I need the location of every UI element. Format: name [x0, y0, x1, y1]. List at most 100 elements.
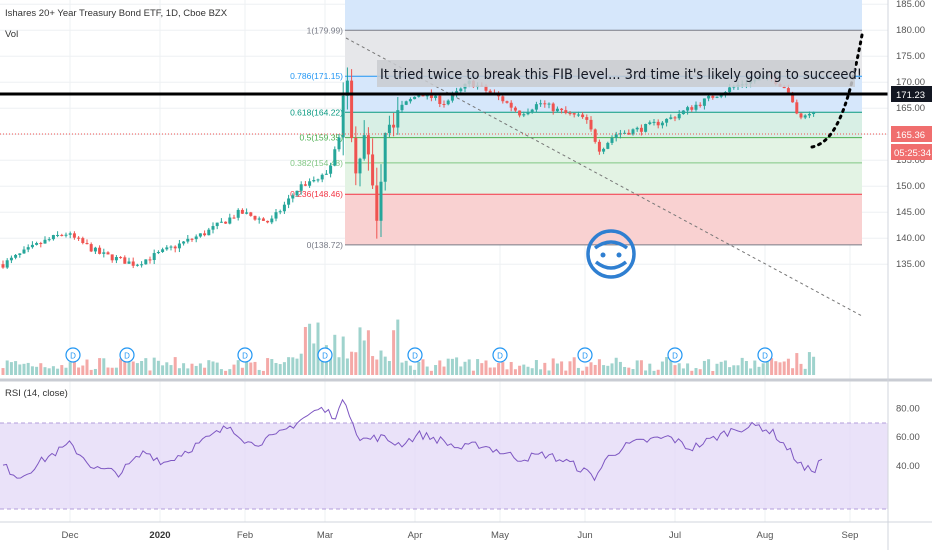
candle-body — [593, 129, 597, 142]
candle-body — [140, 264, 144, 266]
volume-bar — [207, 360, 211, 375]
candle-body — [652, 121, 656, 123]
volume-label[interactable]: Vol — [5, 29, 18, 40]
candle-body — [148, 259, 152, 261]
fib-level-label: 0.5(159.35) — [300, 133, 344, 143]
volume-bar — [51, 366, 55, 375]
volume-bar — [316, 322, 320, 375]
candle-body — [278, 211, 282, 213]
volume-bar — [740, 357, 744, 375]
candle-body — [572, 113, 576, 115]
volume-bar — [60, 365, 64, 375]
volume-bar — [245, 358, 249, 375]
rsi-label[interactable]: RSI (14, close) — [5, 388, 68, 399]
volume-bar — [295, 358, 299, 375]
volume-bar — [589, 362, 593, 375]
volume-bar — [442, 366, 446, 375]
volume-bar — [110, 367, 114, 375]
candle-body — [198, 233, 202, 237]
volume-bar — [723, 360, 727, 375]
volume-bar — [459, 366, 463, 375]
volume-bar — [660, 361, 664, 375]
volume-bar — [203, 367, 207, 375]
candle-body — [690, 107, 694, 110]
volume-bar — [623, 366, 627, 375]
candle-body — [161, 249, 165, 252]
candle-body — [669, 117, 673, 119]
candle-body — [232, 217, 236, 219]
candle-body — [60, 234, 64, 236]
volume-bar — [526, 366, 530, 375]
rsi-axis[interactable]: 40.00 60.00 80.00 — [896, 404, 920, 472]
volume-bar — [707, 359, 711, 375]
volume-bar — [68, 362, 72, 375]
time-tick-label: Jun — [577, 530, 592, 541]
volume-bar — [98, 358, 102, 375]
volume-bar — [261, 370, 265, 375]
candle-body — [555, 108, 559, 112]
candle-body — [362, 135, 366, 159]
candle-body — [644, 123, 648, 132]
time-axis[interactable]: Dec 2020 Feb Mar Apr May Jun Jul Aug Sep — [62, 530, 859, 541]
candle-body — [686, 107, 690, 111]
candle-body — [215, 222, 219, 227]
candle-body — [350, 80, 354, 138]
fib-zone-red — [345, 194, 862, 245]
volume-bar — [18, 364, 22, 375]
candle-body — [303, 184, 307, 186]
price-tick-label: 185.00 — [896, 0, 925, 10]
dividend-marker-label: D — [322, 352, 328, 361]
volume-bar — [568, 361, 572, 375]
volume-bar — [362, 340, 366, 375]
volume-bar — [551, 358, 555, 375]
volume-bar — [602, 365, 606, 375]
dividend-marker-label: D — [497, 352, 503, 361]
candle-body — [707, 95, 711, 99]
candle-body — [623, 132, 627, 134]
countdown-tag — [891, 144, 932, 160]
volume-bar — [786, 358, 790, 375]
candle-body — [429, 93, 433, 99]
candle-body — [450, 94, 454, 101]
volume-bar — [165, 362, 169, 375]
volume-bar — [492, 367, 496, 375]
annotation-text: It tried twice to break this FIB level..… — [380, 67, 862, 83]
volume-bar — [547, 370, 551, 375]
volume-bar — [30, 366, 34, 375]
volume-bar — [560, 361, 564, 375]
price-tick-label: 180.00 — [896, 25, 925, 36]
annotation-box[interactable] — [377, 60, 855, 87]
smiley-icon[interactable] — [586, 229, 636, 279]
volume-bar — [711, 370, 715, 375]
candle-body — [110, 254, 114, 261]
candle-body — [333, 149, 337, 166]
price-tick-label: 155.00 — [896, 155, 925, 166]
candle-body — [211, 226, 215, 230]
candle-body — [102, 252, 106, 254]
candle-body — [22, 249, 26, 254]
volume-bar — [320, 357, 324, 375]
volume-bar — [665, 357, 669, 375]
fib-level-label: 0(138.72) — [307, 240, 344, 250]
candle-body — [807, 113, 811, 116]
volume-bar — [530, 368, 534, 375]
volume-bar — [291, 357, 295, 375]
candle-body — [812, 111, 816, 114]
projection-path[interactable] — [810, 33, 864, 149]
candle-body — [484, 85, 488, 91]
candle-body — [320, 174, 324, 180]
volume-bar — [182, 363, 186, 375]
candle-body — [392, 124, 396, 128]
volume-bar — [152, 357, 156, 375]
volume-bar — [72, 361, 76, 375]
volume-bar — [476, 359, 480, 375]
volume-bar — [173, 357, 177, 375]
candle-body — [18, 253, 22, 255]
candle-body — [732, 86, 736, 88]
volume-bar — [669, 358, 673, 375]
candle-body — [568, 113, 572, 115]
symbol-title[interactable]: Ishares 20+ Year Treasury Bond ETF, 1D, … — [5, 8, 228, 19]
volume-bar — [140, 361, 144, 375]
volume-bar — [1, 368, 5, 375]
